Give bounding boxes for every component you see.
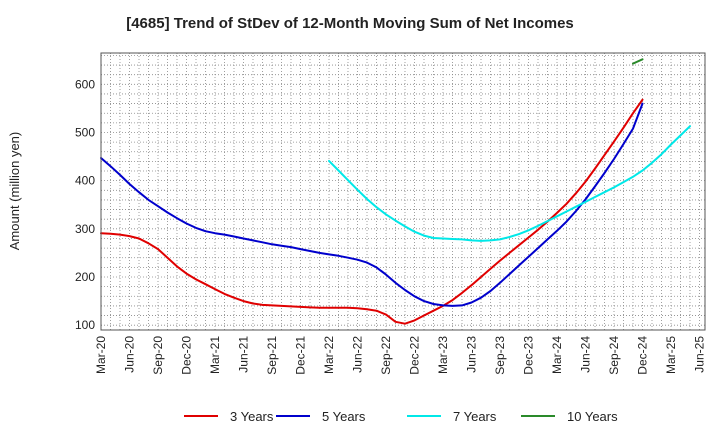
series-line-10-years xyxy=(632,58,644,65)
series-line-7-years xyxy=(328,125,691,242)
x-tick-label: Dec-21 xyxy=(294,336,308,375)
x-tick-label: Sep-24 xyxy=(607,336,621,375)
x-tick-label: Jun-23 xyxy=(465,336,479,373)
legend: 3 Years 5 Years 7 Years 10 Years xyxy=(0,406,720,426)
y-tick-label: 100 xyxy=(75,318,95,332)
x-tick-label: Sep-22 xyxy=(379,336,393,375)
y-tick-label: 200 xyxy=(75,270,95,284)
x-tick-label: Mar-22 xyxy=(322,336,336,374)
x-tick-label: Jun-20 xyxy=(123,336,137,373)
y-tick-label: 300 xyxy=(75,222,95,236)
x-tick-label: Jun-25 xyxy=(693,336,707,373)
series-line-5-years xyxy=(100,102,644,307)
series-layer xyxy=(100,58,691,325)
x-tick-label: Mar-23 xyxy=(436,336,450,374)
legend-label: 5 Years xyxy=(322,408,366,424)
legend-swatch xyxy=(276,415,310,417)
series-line-3-years xyxy=(100,98,644,325)
legend-label: 7 Years xyxy=(453,408,497,424)
x-tick-label: Sep-21 xyxy=(265,336,279,375)
legend-swatch xyxy=(407,415,441,417)
legend-item: 3 Years xyxy=(184,406,273,426)
grid-layer xyxy=(101,53,705,330)
x-tick-label: Jun-24 xyxy=(579,336,593,373)
y-tick-label: 400 xyxy=(75,174,95,188)
x-tick-label: Jun-21 xyxy=(237,336,251,373)
plot-area-border xyxy=(100,52,706,331)
chart-title: [4685] Trend of StDev of 12-Month Moving… xyxy=(126,15,574,32)
legend-swatch xyxy=(184,415,218,417)
legend-item: 10 Years xyxy=(521,406,618,426)
x-tick-label: Mar-21 xyxy=(208,336,222,374)
x-tick-label: Dec-23 xyxy=(522,336,536,375)
y-tick-label: 600 xyxy=(75,77,95,91)
x-tick-label: Dec-24 xyxy=(636,336,650,375)
legend-item: 7 Years xyxy=(407,406,496,426)
y-axis-ticks: 100 200 300 400 500 600 xyxy=(75,77,95,332)
y-tick-label: 500 xyxy=(75,125,95,139)
x-tick-label: Sep-23 xyxy=(493,336,507,375)
x-axis-ticks: Mar-20 Jun-20 Sep-20 Dec-20 Mar-21 Jun-21 Sep-… xyxy=(94,336,707,375)
legend-swatch xyxy=(521,415,555,417)
x-tick-label: Dec-20 xyxy=(180,336,194,375)
x-tick-label: Sep-20 xyxy=(151,336,165,375)
x-tick-label: Dec-22 xyxy=(408,336,422,375)
legend-label: 3 Years xyxy=(230,408,274,424)
x-tick-label: Mar-20 xyxy=(94,336,108,374)
x-tick-label: Jun-22 xyxy=(351,336,365,373)
legend-label: 10 Years xyxy=(567,408,618,424)
x-tick-label: Mar-25 xyxy=(664,336,678,374)
legend-item: 5 Years xyxy=(276,406,365,426)
y-axis-title: Amount (million yen) xyxy=(7,132,22,251)
x-tick-label: Mar-24 xyxy=(550,336,564,374)
